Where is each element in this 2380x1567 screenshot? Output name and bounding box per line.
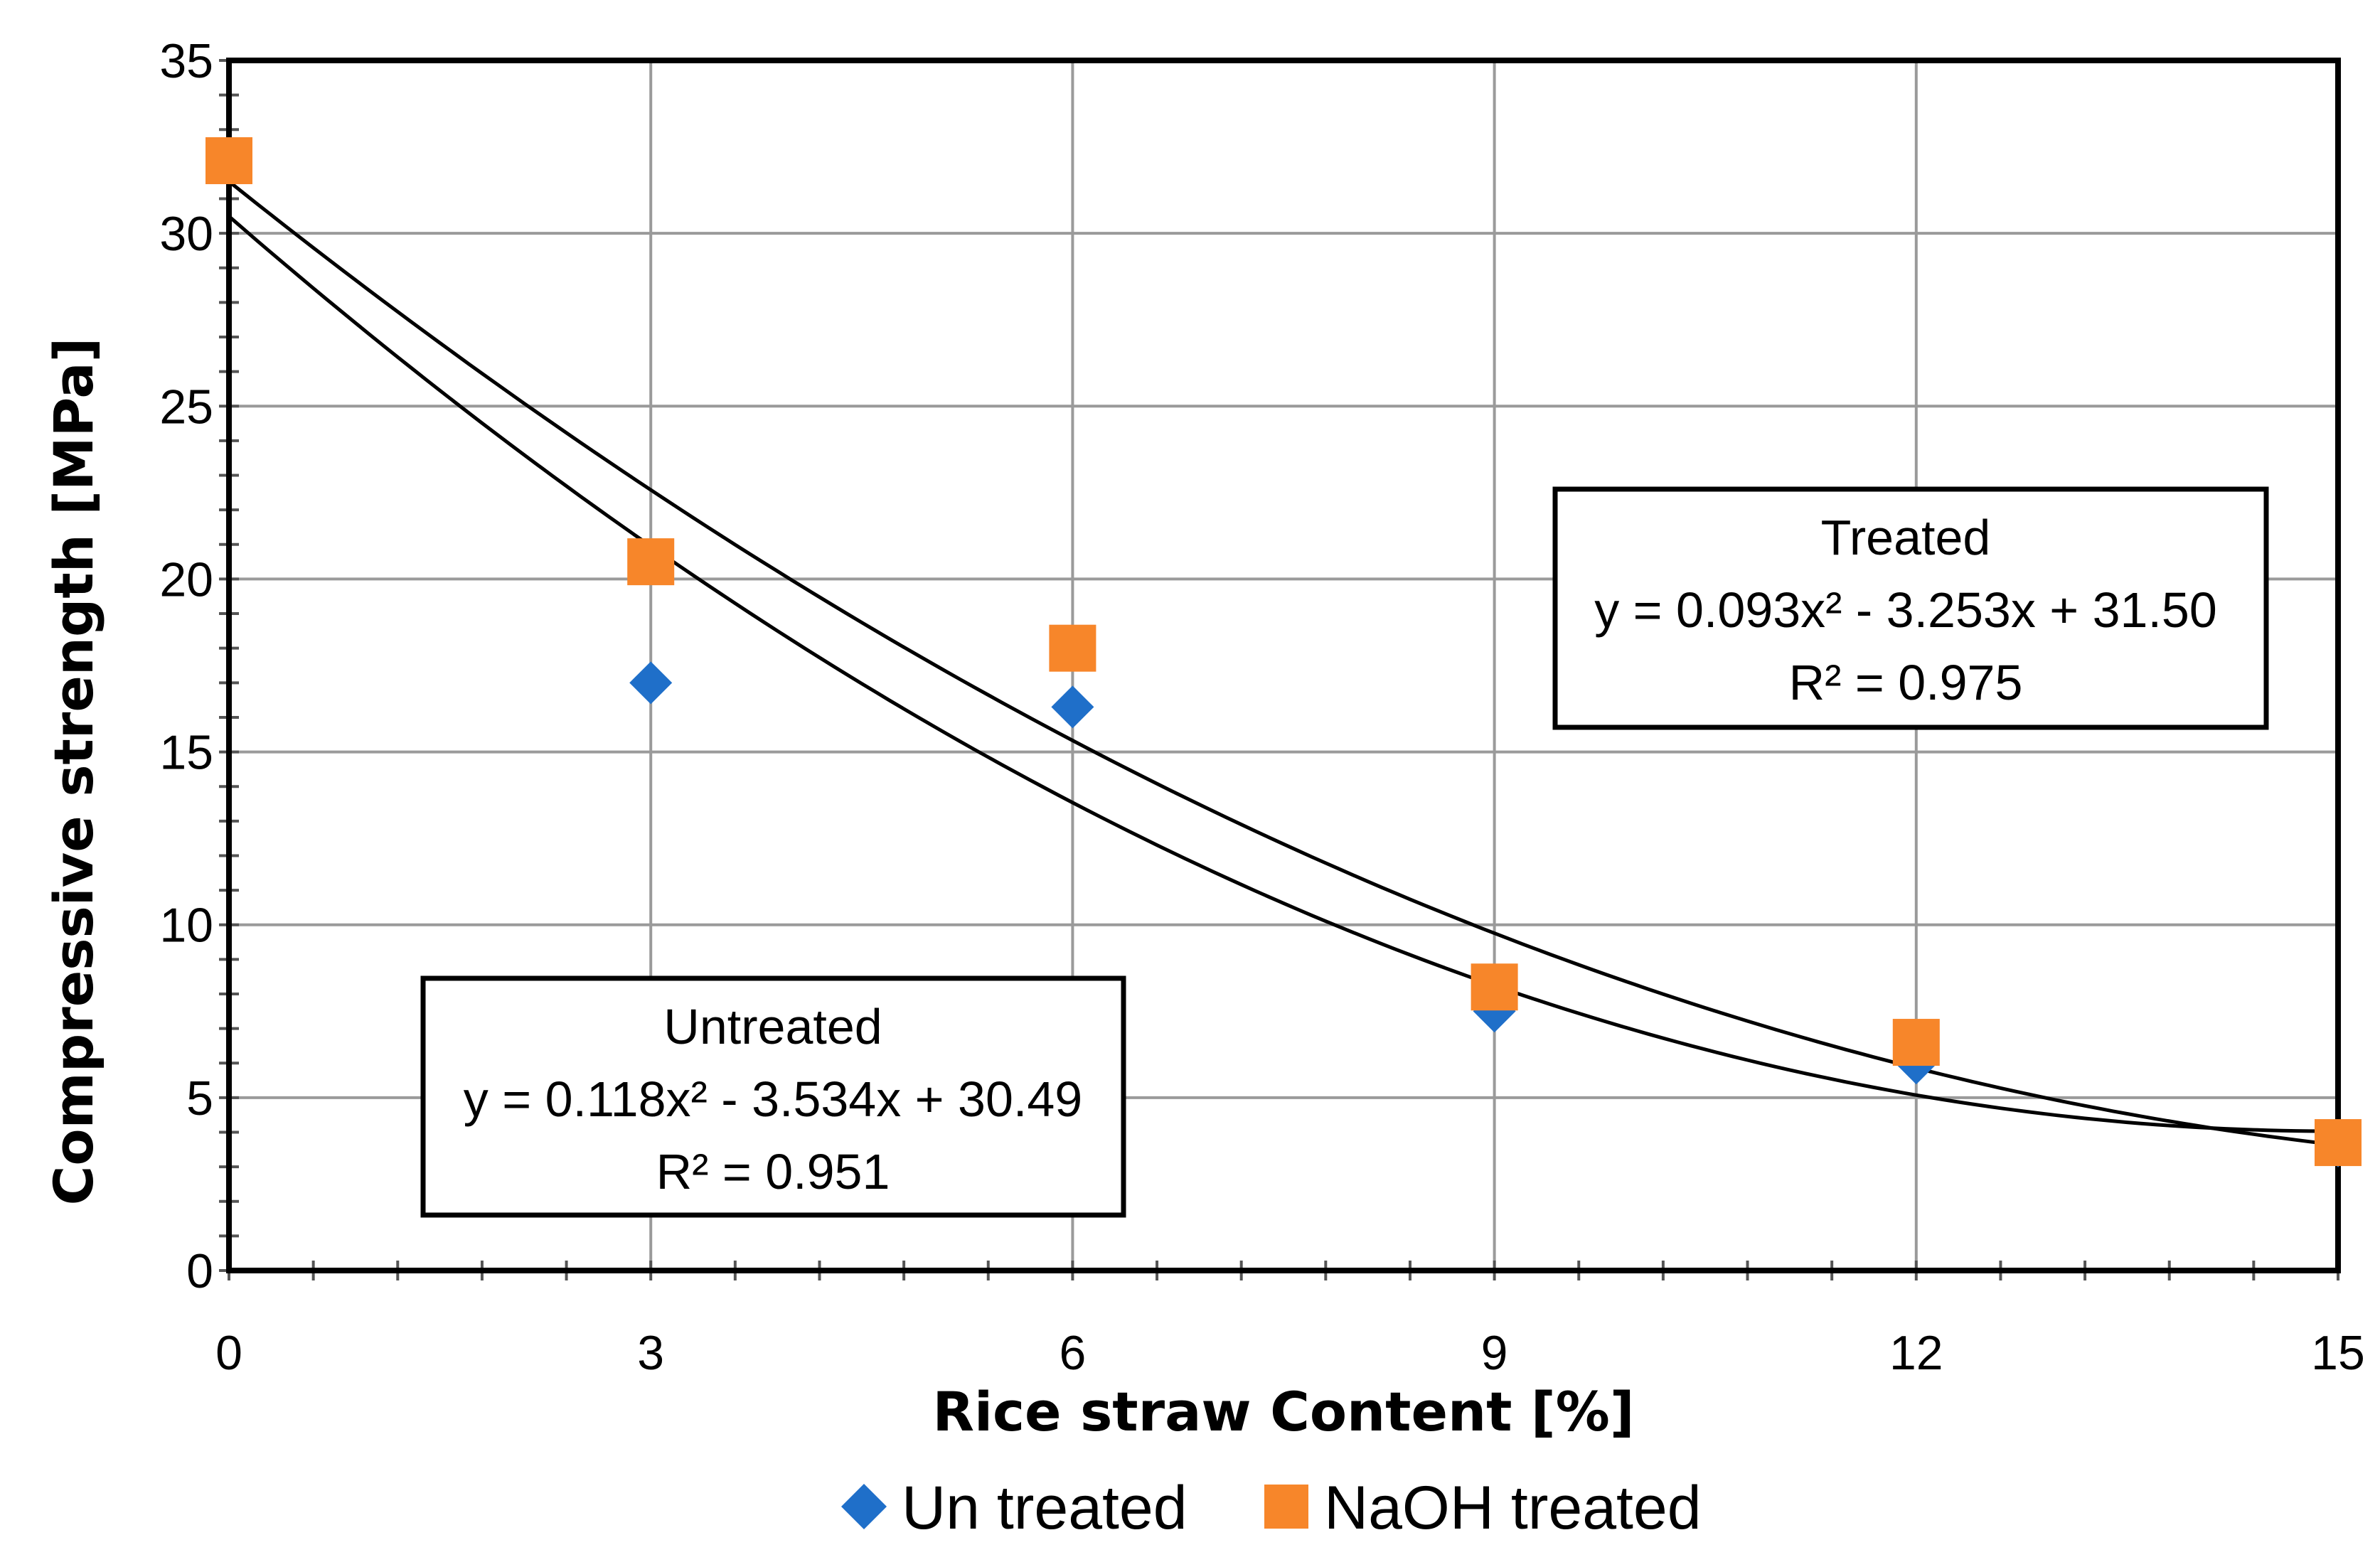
untreated-point (629, 661, 673, 705)
x-tick-label: 12 (1889, 1326, 1943, 1380)
data-points (206, 137, 2362, 1167)
untreated-point (1051, 685, 1094, 729)
treated-box-title: Treated (1821, 510, 1991, 565)
x-tick-label: 6 (1059, 1326, 1086, 1380)
y-tick-label: 5 (186, 1071, 213, 1125)
plot-border (226, 58, 2341, 1273)
naoh-treated-point (206, 137, 252, 185)
naoh-treated-point (2315, 1119, 2362, 1167)
y-tick-label: 10 (159, 899, 213, 953)
x-tick-label: 15 (2311, 1326, 2365, 1380)
naoh-treated-point (1471, 963, 1518, 1011)
y-tick-labels: 0 5 10 15 20 25 30 35 (159, 34, 213, 1298)
y-tick-label: 20 (159, 552, 213, 606)
legend-untreated-label: Un treated (902, 1474, 1188, 1542)
y-tick-label: 25 (159, 380, 213, 434)
trendline-untreated (228, 215, 2338, 1133)
treated-equation-box: Treated y = 0.093x² - 3.253x + 31.50 R² … (1552, 486, 2269, 730)
y-tick-label: 30 (159, 207, 213, 261)
naoh-treated-point (1049, 624, 1096, 672)
untreated-box-equation: y = 0.118x² - 3.534x + 30.49 (464, 1071, 1082, 1127)
untreated-box-frame (420, 975, 1126, 1218)
x-tick-label: 9 (1481, 1326, 1508, 1380)
legend: Un treated NaOH treated (841, 1474, 1702, 1542)
trendlines (228, 180, 2339, 1147)
naoh-treated-point (627, 538, 675, 586)
legend-untreated-marker (841, 1484, 887, 1529)
untreated-box-title: Untreated (663, 999, 882, 1054)
x-tick-labels: 0 3 6 9 12 15 (215, 1326, 2365, 1380)
y-tick-label: 35 (159, 34, 213, 88)
untreated-equation-box: Untreated y = 0.118x² - 3.534x + 30.49 R… (420, 975, 1126, 1218)
x-axis-title: Rice straw Content [%] (932, 1380, 1634, 1443)
x-tick-label: 3 (637, 1326, 664, 1380)
y-axis-title: Compressive strength [MPa] (42, 338, 105, 1206)
legend-naoh-marker (1264, 1485, 1308, 1529)
x-tick-label: 0 (215, 1326, 242, 1380)
treated-box-frame (1552, 486, 2269, 730)
treated-box-equation: y = 0.093x² - 3.253x + 31.50 (1594, 582, 2217, 638)
trendline-treated (228, 180, 2339, 1147)
y-tick-label: 15 (159, 726, 213, 780)
y-tick-label: 0 (186, 1244, 213, 1298)
untreated-box-r2: R² = 0.951 (656, 1144, 890, 1199)
naoh-treated-point (1892, 1019, 1940, 1066)
legend-naoh-label: NaOH treated (1324, 1474, 1702, 1542)
treated-box-r2: R² = 0.975 (1789, 655, 2023, 710)
